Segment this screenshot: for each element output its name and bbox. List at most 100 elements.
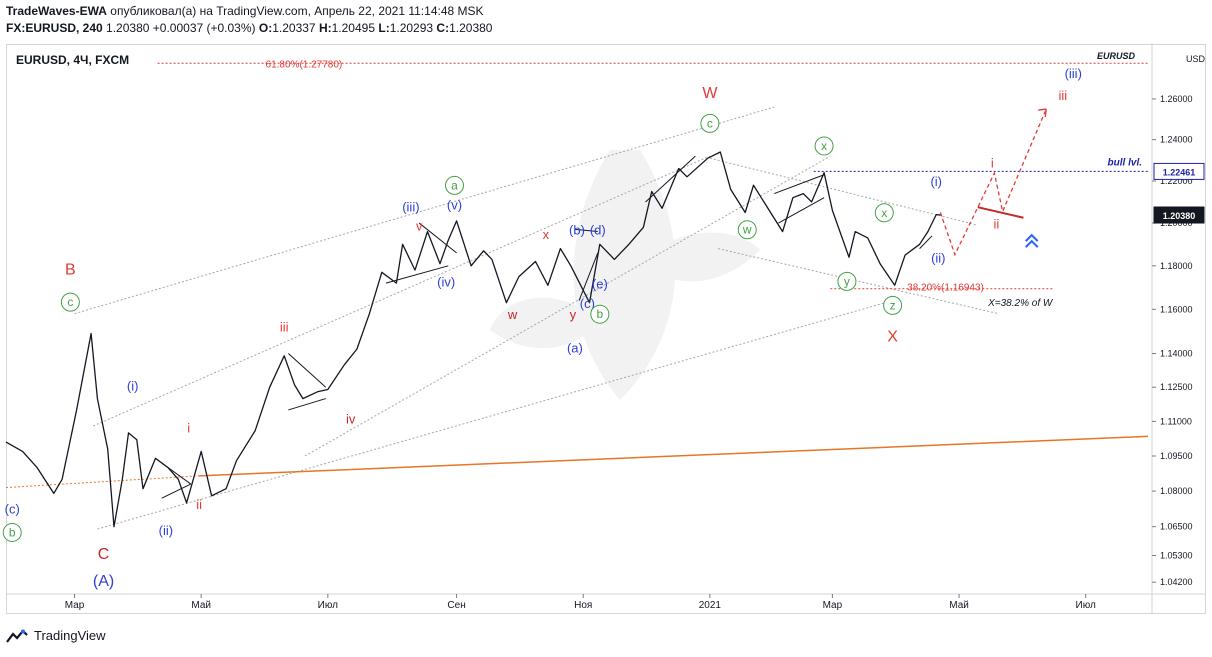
wave-label: (a) bbox=[567, 340, 583, 355]
wave-label: ii bbox=[994, 216, 1000, 231]
wave-label: x bbox=[881, 206, 887, 220]
projection-path[interactable] bbox=[939, 108, 1047, 257]
high-value: 1.20495 bbox=[331, 21, 376, 35]
wave-label: c bbox=[707, 116, 713, 130]
y-tick-label: 1.14000 bbox=[1160, 349, 1193, 359]
currency-label: USD bbox=[1186, 54, 1206, 64]
price-change: +0.00037 (+0.03%) bbox=[152, 21, 256, 35]
x-tick-label: 2021 bbox=[699, 600, 722, 611]
channel-line[interactable] bbox=[718, 248, 999, 315]
price-series-line[interactable] bbox=[5, 151, 941, 528]
wave-circle bbox=[700, 113, 720, 133]
y-tick-label: 1.26000 bbox=[1160, 94, 1193, 104]
low-label: L: bbox=[378, 21, 390, 35]
pattern-line[interactable] bbox=[774, 174, 825, 195]
pattern-line[interactable] bbox=[778, 197, 825, 224]
wave-label: b bbox=[596, 307, 603, 321]
wave-circle bbox=[590, 304, 610, 324]
pattern-line[interactable] bbox=[161, 483, 192, 499]
wave-circle bbox=[737, 220, 757, 240]
y-tick-label: 1.24000 bbox=[1160, 135, 1193, 145]
pattern-line[interactable] bbox=[919, 235, 933, 249]
price-badge bbox=[1153, 206, 1205, 224]
wave-label: w bbox=[742, 223, 752, 237]
wave-circle bbox=[814, 136, 834, 156]
pattern-line[interactable] bbox=[161, 462, 192, 485]
wave-label: c bbox=[67, 295, 73, 309]
y-tick-label: 1.09500 bbox=[1160, 451, 1193, 461]
wave-label: y bbox=[570, 307, 577, 322]
wave-label: z bbox=[890, 298, 896, 312]
y-tick-label: 1.22000 bbox=[1160, 176, 1193, 186]
tradingview-logo-icon bbox=[6, 628, 28, 643]
author-name[interactable]: TradeWaves-EWA bbox=[6, 4, 107, 18]
wave-label: W bbox=[702, 85, 718, 102]
channel-line[interactable] bbox=[74, 106, 775, 315]
pattern-line[interactable] bbox=[288, 353, 327, 388]
wave-label: i bbox=[991, 155, 994, 170]
channel-line[interactable] bbox=[97, 300, 893, 530]
price-badge bbox=[1153, 162, 1205, 180]
wave-circle bbox=[883, 295, 903, 315]
orange-trendline-extension[interactable] bbox=[5, 475, 200, 489]
channel-line[interactable] bbox=[304, 155, 831, 457]
last-price: 1.20380 bbox=[106, 21, 150, 35]
wave-label: b bbox=[9, 525, 16, 539]
pattern-line[interactable] bbox=[574, 228, 598, 233]
channel-line[interactable] bbox=[93, 155, 711, 427]
orange-trendline[interactable] bbox=[199, 435, 1149, 477]
projection-arrow-icon bbox=[1038, 108, 1047, 118]
wave-label: (e) bbox=[592, 277, 608, 292]
close-label: C: bbox=[436, 21, 450, 35]
watermark-leaf-icon bbox=[490, 297, 600, 349]
ohlc-line: FX:EURUSD, 240 1.20380 +0.00037 (+0.03%)… bbox=[6, 21, 492, 35]
double-chevron-up-icon bbox=[1025, 233, 1039, 248]
red-resistance-segment[interactable] bbox=[977, 206, 1024, 219]
x-tick-label: Мар bbox=[65, 600, 85, 611]
wave-label: iii bbox=[280, 319, 289, 334]
pattern-line[interactable] bbox=[578, 252, 599, 301]
wave-circle bbox=[837, 271, 857, 291]
pattern-line[interactable] bbox=[385, 265, 449, 284]
wave-label: v bbox=[416, 218, 423, 233]
close-value: 1.20380 bbox=[449, 21, 493, 35]
wave-label: (A) bbox=[93, 573, 114, 590]
footer-branding[interactable]: TradingView bbox=[6, 628, 106, 643]
wave-label: (iv) bbox=[437, 274, 455, 289]
wave-label: X bbox=[887, 328, 898, 345]
wave-circle bbox=[874, 203, 894, 223]
y-tick-label: 1.06500 bbox=[1160, 522, 1193, 532]
publish-info: опубликовал(а) на TradingView.com, Апрел… bbox=[110, 4, 484, 18]
bull-level-label: bull lvl. bbox=[1108, 157, 1142, 168]
y-tick-label: 1.18000 bbox=[1160, 261, 1193, 271]
open-label: O: bbox=[258, 21, 273, 35]
wave-label: iii bbox=[1059, 88, 1068, 103]
wave-label: x bbox=[821, 139, 827, 153]
wave-label: i bbox=[187, 420, 190, 435]
symbol-label: FX:EURUSD, 240 bbox=[6, 21, 103, 35]
y-tick-label: 1.12500 bbox=[1160, 382, 1193, 392]
wave-circle bbox=[60, 292, 80, 312]
chart-title: EURUSD, 4Ч, FXCM bbox=[16, 53, 130, 67]
x-tick-label: Сен bbox=[447, 600, 465, 611]
wave-label: (b) bbox=[569, 223, 585, 238]
chart-pane[interactable] bbox=[6, 44, 1206, 614]
pattern-line[interactable] bbox=[288, 398, 326, 411]
y-tick-label: 1.05300 bbox=[1160, 551, 1193, 561]
x-tick-label: Май bbox=[949, 600, 969, 611]
wave-label: (c) bbox=[580, 296, 595, 311]
high-label: H: bbox=[318, 21, 332, 35]
watermark-leaf-icon bbox=[573, 150, 676, 400]
pattern-line[interactable] bbox=[418, 222, 457, 254]
wave-label: (i) bbox=[127, 379, 139, 394]
y-tick-label: 1.04200 bbox=[1160, 577, 1193, 587]
wave-label: y bbox=[844, 274, 850, 288]
wave-label: (iii) bbox=[1065, 66, 1082, 81]
wave-circle bbox=[2, 522, 22, 542]
pattern-line[interactable] bbox=[645, 155, 696, 203]
wave-label: iv bbox=[346, 412, 356, 427]
wave-label: (v) bbox=[447, 197, 462, 212]
wave-label: (iii) bbox=[402, 199, 419, 214]
x-tick-label: Мар bbox=[823, 600, 843, 611]
